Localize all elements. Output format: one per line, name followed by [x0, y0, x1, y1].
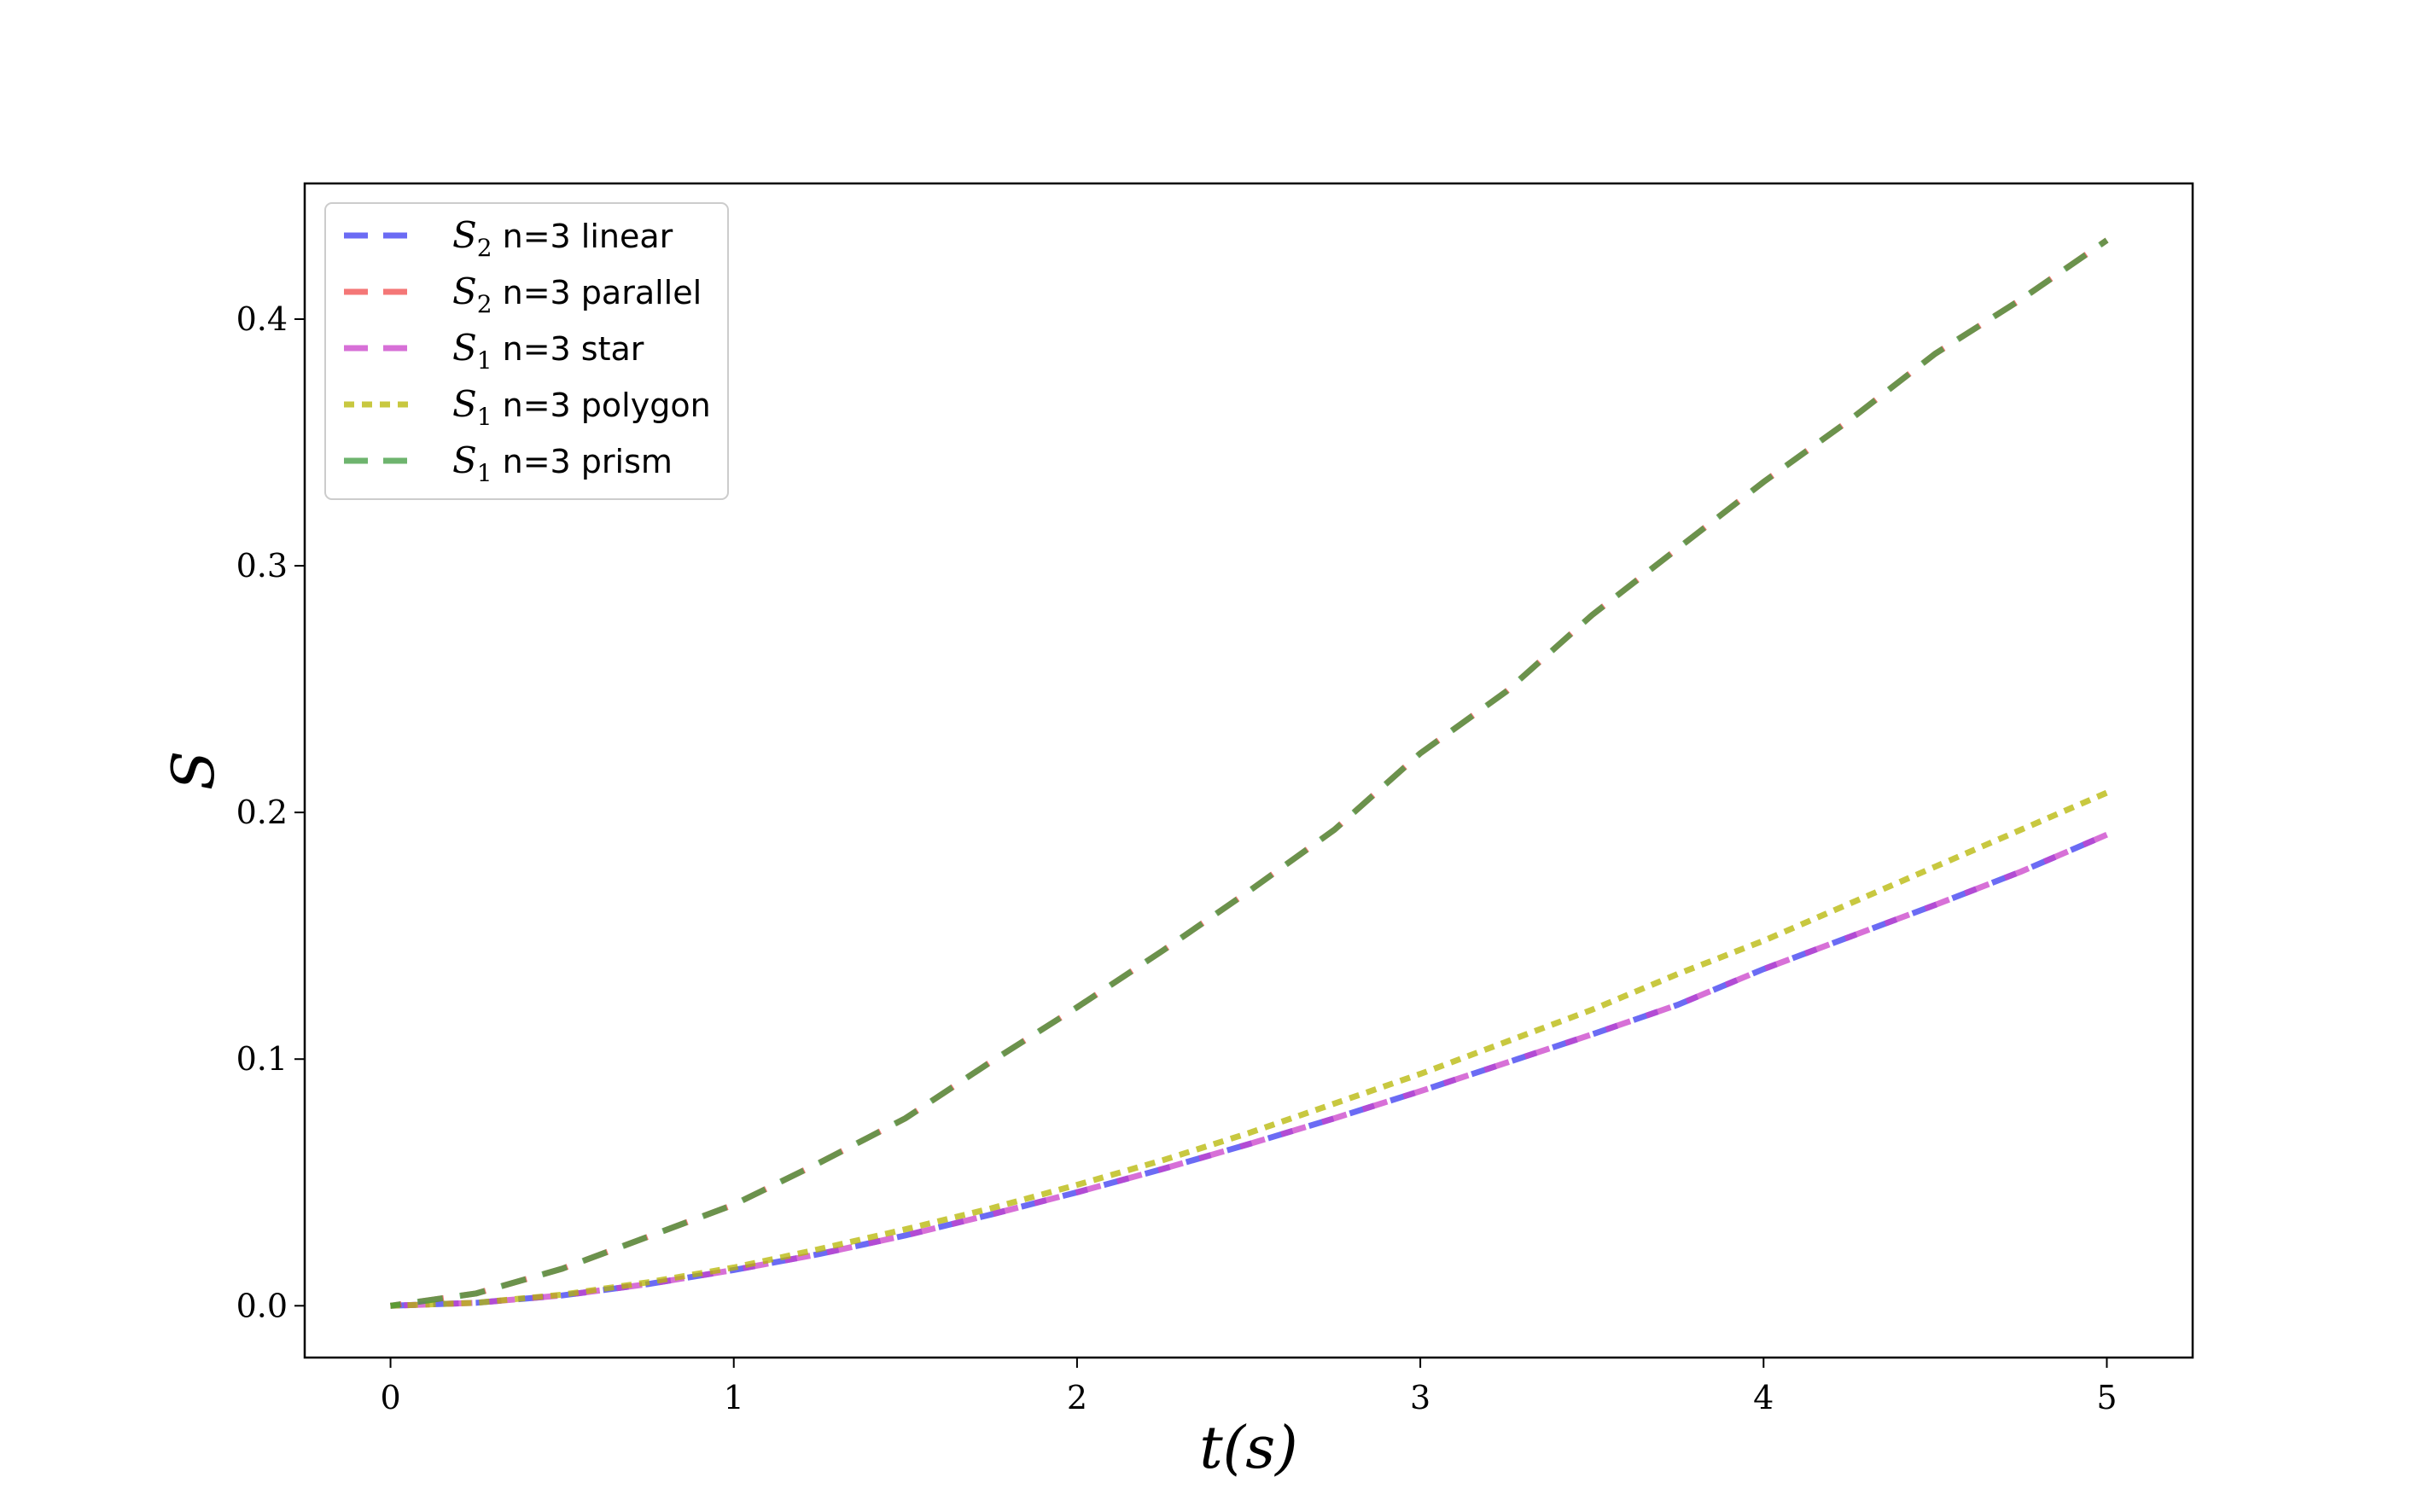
legend-label: S2 n=3 parallel [452, 270, 702, 318]
y-tick-label: 0.1 [236, 1040, 288, 1078]
y-tick-label: 0.2 [236, 794, 288, 831]
series-line [390, 831, 2108, 1309]
legend: S2 n=3 linear S2 n=3 parallel S1 n=3 star S1 n=… [324, 202, 729, 500]
series-line [390, 789, 2108, 1309]
legend-frame [324, 202, 729, 500]
y-tick-label: 0.3 [236, 547, 288, 584]
x-axis-label: t(s) [1199, 1415, 1297, 1482]
x-tick-label: 3 [1410, 1379, 1430, 1416]
y-axis-label: S [160, 751, 228, 791]
plot-frame [303, 182, 2194, 1359]
x-tick-label: 5 [2096, 1379, 2117, 1416]
y-tick-label: 0.4 [236, 300, 288, 338]
series-layer [390, 237, 2109, 1309]
series-line [390, 237, 2109, 1309]
x-axis: 0 1 2 3 4 5 [380, 1358, 2118, 1416]
x-tick-label: 4 [1753, 1379, 1774, 1416]
series-line [390, 831, 2108, 1309]
y-axis: 0.0 0.1 0.2 0.3 0.4 [236, 300, 305, 1324]
legend-label: S1 n=3 star [452, 327, 644, 375]
y-tick-label: 0.0 [236, 1287, 288, 1324]
legend-label: S2 n=3 linear [452, 214, 673, 262]
x-tick-label: 0 [380, 1379, 400, 1416]
x-tick-label: 2 [1067, 1379, 1087, 1416]
legend-label: S1 n=3 prism [452, 439, 673, 487]
x-tick-label: 1 [724, 1379, 744, 1416]
legend-label: S1 n=3 polygon [452, 383, 711, 431]
